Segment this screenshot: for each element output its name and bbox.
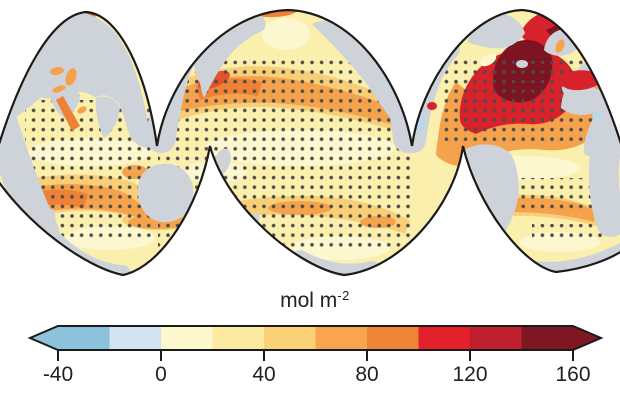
- map-outline: [0, 8, 620, 277]
- colorbar-tick-label: 160: [555, 363, 591, 386]
- colorbar-unit-label: mol m-2: [0, 288, 620, 313]
- colorbar-tick-label: 0: [155, 363, 167, 386]
- colorbar: [27, 325, 604, 361]
- sea-aegean-blue: [592, 112, 602, 120]
- colorbar-ticks: [57, 350, 574, 361]
- sea-red-sea: [56, 96, 80, 131]
- land-japan: [193, 58, 207, 86]
- sea-st-lawrence: [427, 102, 437, 110]
- unit-exponent: -2: [337, 288, 350, 303]
- land-india: [95, 96, 120, 138]
- sea-black: [50, 66, 64, 76]
- world-map: [0, 8, 620, 277]
- land-south-america: [462, 144, 519, 244]
- sea-aral: [52, 85, 66, 93]
- land-se-asia: [117, 58, 151, 147]
- sea-labrador-pale: [479, 53, 497, 67]
- colorbar-tick-label: 120: [452, 363, 488, 386]
- unit-base: mol m: [280, 289, 338, 312]
- colorbar-tick-label: 80: [355, 363, 379, 386]
- sea-persian-gulf: [77, 106, 87, 114]
- colorbar-under-arrow: [30, 326, 58, 350]
- colorbar-segments: [58, 326, 573, 350]
- sea-caspian: [65, 68, 77, 86]
- land-australia: [137, 163, 194, 223]
- colorbar-tick-label: -40: [42, 363, 74, 386]
- sea-baltic: [555, 39, 565, 53]
- colorbar-over-arrow: [573, 326, 601, 350]
- colorbar-tick-label: 40: [252, 363, 276, 386]
- sea-mediterranean: [558, 70, 603, 91]
- land-iceland: [516, 60, 528, 68]
